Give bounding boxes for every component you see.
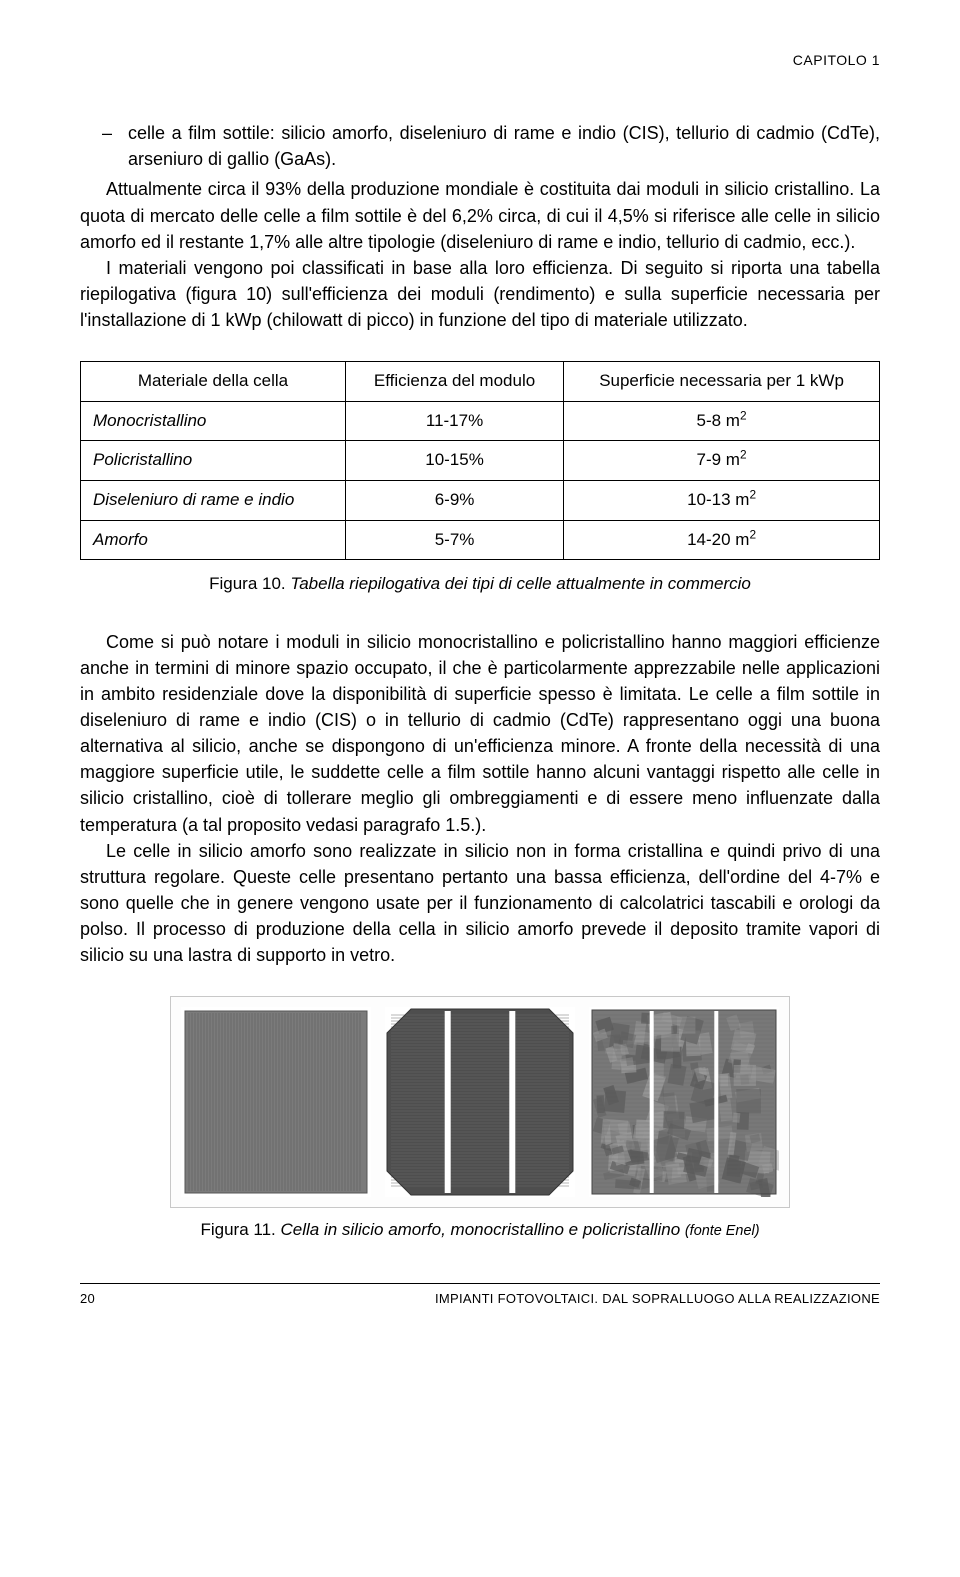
para-text-2a: Come si può notare i moduli in silicio m… (80, 632, 880, 835)
paragraph-comparison: Come si può notare i moduli in silicio m… (80, 629, 880, 968)
fig10-label: Figura 10. (209, 574, 286, 593)
fig11-title: Cella in silicio amorfo, monocristallino… (276, 1220, 685, 1239)
figure-10-caption: Figura 10. Tabella riepilogativa dei tip… (80, 572, 880, 597)
cell-efficiency: 11-17% (345, 401, 563, 441)
table-row: Policristallino10-15%7-9 m2 (81, 441, 880, 481)
chapter-header: CAPITOLO 1 (80, 50, 880, 70)
para-text-2b: Le celle in silicio amorfo sono realizza… (80, 841, 880, 965)
table-header-row: Materiale della cella Efficienza del mod… (81, 362, 880, 402)
para-text-1b: I materiali vengono poi classificati in … (80, 258, 880, 330)
cell-area: 10-13 m2 (564, 480, 880, 520)
figure-11-cells (170, 996, 790, 1208)
fig11-label: Figura 11. (200, 1220, 275, 1239)
table-row: Monocristallino11-17%5-8 m2 (81, 401, 880, 441)
paragraph-production: Attualmente circa il 93% della produzion… (80, 176, 880, 333)
cell-poly-icon (589, 1007, 779, 1197)
cell-efficiency: 5-7% (345, 520, 563, 560)
page-number: 20 (80, 1290, 95, 1309)
cell-amorfo-icon (181, 1007, 371, 1197)
table-row: Diseleniuro di rame e indio6-9%10-13 m2 (81, 480, 880, 520)
table-row: Amorfo5-7%14-20 m2 (81, 520, 880, 560)
cell-area: 14-20 m2 (564, 520, 880, 560)
efficiency-table: Materiale della cella Efficienza del mod… (80, 361, 880, 560)
col-efficiency: Efficienza del modulo (345, 362, 563, 402)
cell-material: Policristallino (81, 441, 346, 481)
col-material: Materiale della cella (81, 362, 346, 402)
cell-efficiency: 6-9% (345, 480, 563, 520)
cell-mono-icon (385, 1007, 575, 1197)
page-footer: 20 IMPIANTI FOTOVOLTAICI. DAL SOPRALLUOG… (80, 1283, 880, 1309)
cell-material: Diseleniuro di rame e indio (81, 480, 346, 520)
fig11-source: (fonte Enel) (685, 1223, 760, 1239)
list-item-thin-film: celle a film sottile: silicio amorfo, di… (80, 120, 880, 172)
cell-area: 7-9 m2 (564, 441, 880, 481)
book-title: IMPIANTI FOTOVOLTAICI. DAL SOPRALLUOGO A… (435, 1290, 880, 1309)
col-area: Superficie necessaria per 1 kWp (564, 362, 880, 402)
cell-area: 5-8 m2 (564, 401, 880, 441)
cell-material: Monocristallino (81, 401, 346, 441)
cell-material: Amorfo (81, 520, 346, 560)
cell-efficiency: 10-15% (345, 441, 563, 481)
fig10-title: Tabella riepilogativa dei tipi di celle … (286, 574, 751, 593)
figure-11-caption: Figura 11. Cella in silicio amorfo, mono… (80, 1218, 880, 1243)
para-text-1a: Attualmente circa il 93% della produzion… (80, 179, 880, 251)
